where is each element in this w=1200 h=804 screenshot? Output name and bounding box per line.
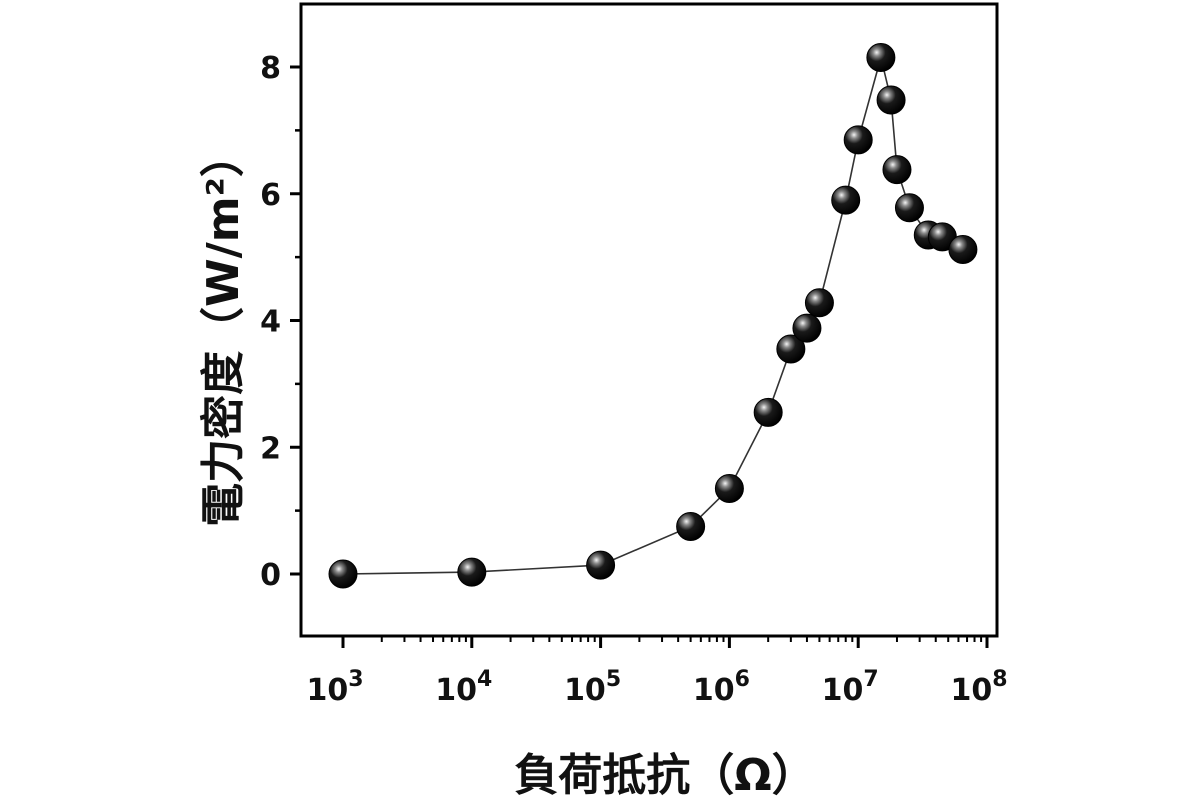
y-tick-label: 6 xyxy=(260,178,281,213)
x-tick-label: 104 xyxy=(435,667,492,708)
x-tick-label: 107 xyxy=(822,667,879,708)
x-tick-label: 106 xyxy=(693,667,750,708)
y-tick-label: 0 xyxy=(260,558,281,593)
data-point xyxy=(753,397,783,427)
y-tick-label: 2 xyxy=(260,431,281,466)
x-tick-label: 103 xyxy=(306,667,363,708)
data-point xyxy=(831,185,861,215)
data-point xyxy=(586,550,616,580)
y-axis-title: 電力密度（W/m²） xyxy=(198,133,249,527)
data-point xyxy=(457,557,487,587)
y-tick-label: 8 xyxy=(260,51,281,86)
series-layer xyxy=(328,42,978,589)
x-tick-label: 105 xyxy=(564,667,621,708)
data-point xyxy=(792,313,822,343)
data-point xyxy=(948,235,978,265)
data-point xyxy=(714,473,744,503)
data-point xyxy=(876,85,906,115)
data-point xyxy=(676,511,706,541)
data-point xyxy=(882,155,912,185)
data-point xyxy=(776,334,806,364)
axis-labels: 0 2 4 6 8 103 104 105 106 107 108 負荷抵抗（Ω） 電力密度（W/m²） xyxy=(198,51,1008,801)
data-point xyxy=(843,125,873,155)
axes xyxy=(290,2,999,648)
x-axis-title: 負荷抵抗（Ω） xyxy=(514,750,815,800)
x-tick-label: 108 xyxy=(950,667,1007,708)
data-point xyxy=(328,559,358,589)
data-point xyxy=(866,42,896,72)
data-point xyxy=(894,193,924,223)
y-tick-label: 4 xyxy=(260,305,281,340)
data-point xyxy=(804,288,834,318)
